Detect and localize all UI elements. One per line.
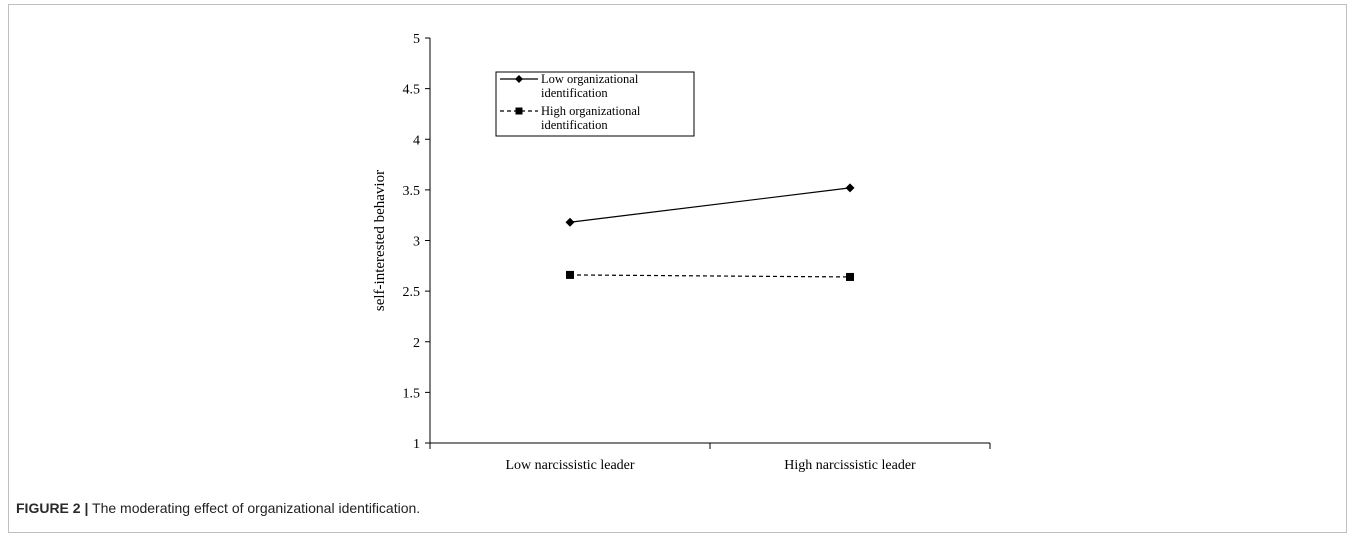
y-tick-label: 2.5 — [403, 285, 421, 300]
series-low-organizational-identification — [565, 183, 855, 227]
figure-caption-text: The moderating effect of organizational … — [88, 500, 421, 516]
y-tick-label: 1.5 — [403, 386, 421, 401]
legend-entry: High organizational identification — [500, 104, 641, 132]
data-point — [845, 183, 855, 193]
data-point — [565, 217, 575, 227]
chart-legend: Low organizational identification High org… — [495, 71, 695, 137]
legend-box — [495, 71, 695, 137]
legend-marker — [515, 75, 523, 83]
data-point — [566, 270, 574, 279]
chart-series — [565, 183, 855, 281]
line-chart: 1 1.5 2 2.5 3 3.5 4 4.5 5 Low narcissistic leade… — [372, 32, 991, 473]
legend-label: High organizational identification — [541, 104, 641, 132]
figure-caption-label: FIGURE 2 | — [16, 500, 89, 516]
series-line — [569, 274, 851, 278]
y-tick-label: 3 — [413, 235, 420, 250]
y-tick-label: 4 — [413, 133, 420, 148]
figure-caption: FIGURE 2 | The moderating effect of orga… — [16, 500, 420, 516]
series-line — [569, 187, 851, 223]
data-point — [846, 272, 854, 281]
y-tick-label: 5 — [413, 32, 420, 47]
x-tick-labels: Low narcissistic leader High narcissistic… — [505, 458, 916, 473]
legend-entry: Low organizational identification — [500, 72, 639, 100]
series-high-organizational-identification — [566, 270, 854, 281]
legend-label: Low organizational identification — [541, 72, 639, 100]
y-tick-label: 2 — [413, 336, 420, 351]
y-tick-label: 4.5 — [403, 83, 421, 98]
chart-axes — [425, 37, 991, 449]
legend-marker — [515, 107, 523, 115]
y-tick-label: 1 — [413, 437, 420, 452]
x-tick-label: High narcissistic leader — [784, 458, 916, 473]
y-axis-title: self-interested behavior — [372, 170, 388, 311]
y-tick-label: 3.5 — [403, 184, 421, 199]
x-tick-label: Low narcissistic leader — [505, 458, 634, 473]
y-tick-labels: 1 1.5 2 2.5 3 3.5 4 4.5 5 — [403, 32, 421, 452]
